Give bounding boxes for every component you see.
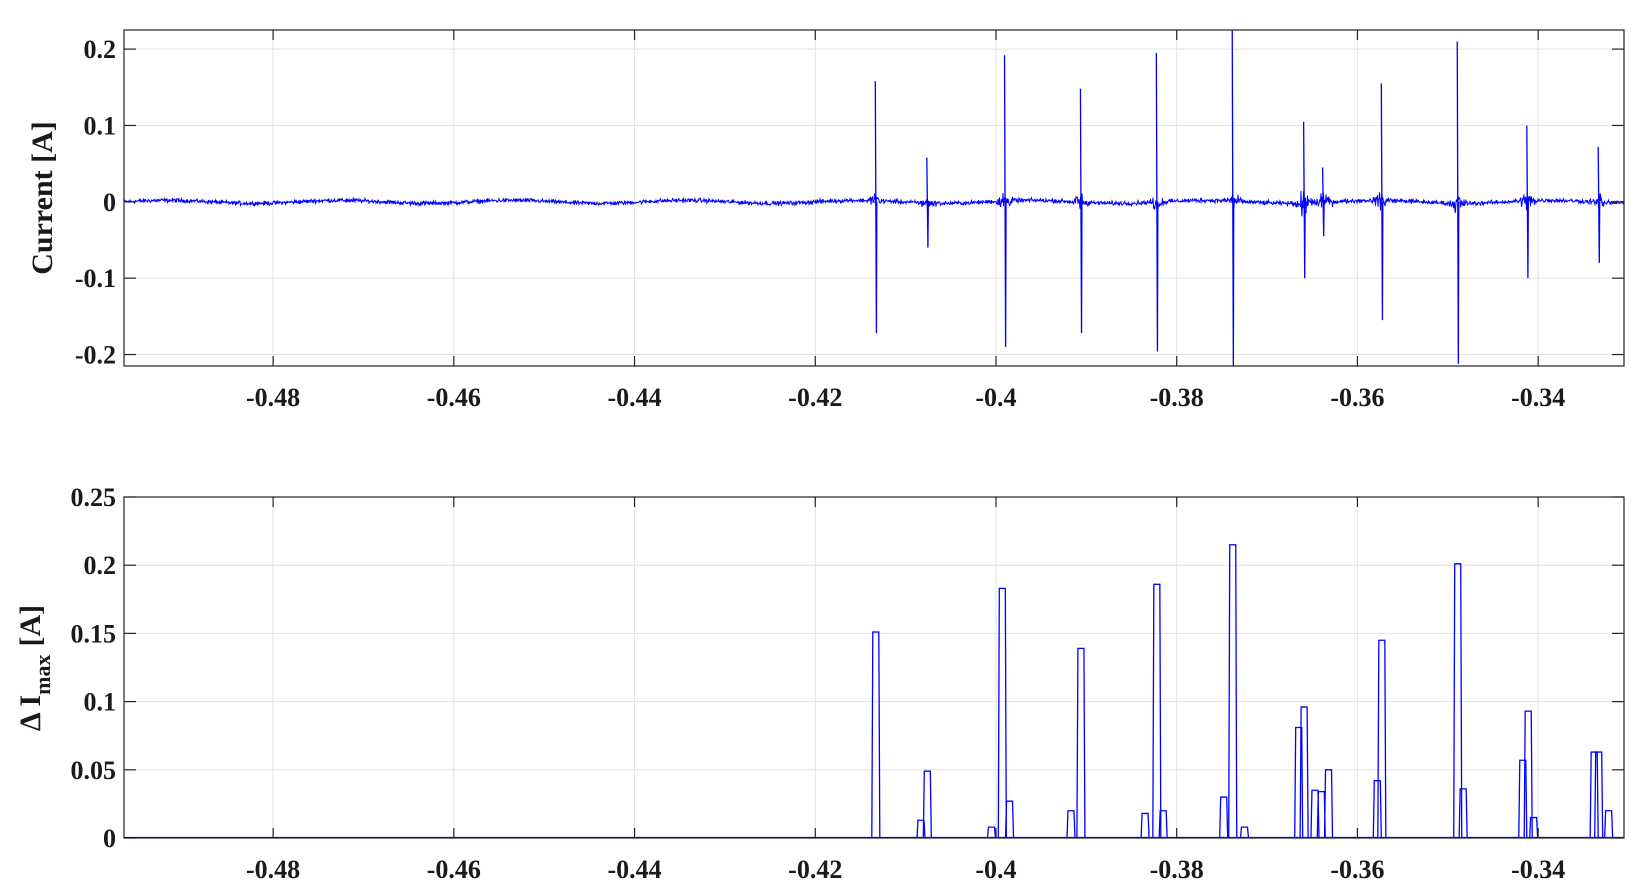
current-x-tick-label: -0.36 [1330,383,1384,412]
current-spike [1079,88,1083,334]
delta-imax-x-tick-label: -0.48 [246,855,300,884]
current-y-tick-label: -0.1 [75,264,116,293]
delta-imax-peak [997,587,1007,839]
delta-imax-x-tick-label: -0.42 [788,855,842,884]
delta-imax-peak [1299,706,1309,839]
delta-imax-peak [1066,810,1076,839]
current-x-tick-label: -0.4 [975,383,1016,412]
current-spike [1302,121,1306,279]
delta-imax-y-tick-label: 0 [103,824,116,853]
delta-imax-peak [1528,816,1539,839]
delta-imax-x-tick-label: -0.38 [1150,855,1204,884]
delta-imax-peak [1228,544,1238,839]
delta-imax-y-tick-label: 0.2 [84,551,117,580]
delta-imax-peak [1372,780,1382,839]
current-spike [1456,41,1460,364]
delta-imax-peak [1004,800,1015,839]
delta-imax-y-tick-label: 0.25 [71,483,117,512]
current-y-tick-label: 0 [103,188,116,217]
delta-imax-y-axis-label: Δ Imax [A] [14,605,55,731]
current-spike [1321,167,1325,237]
delta-imax-x-tick-label: -0.46 [427,855,481,884]
current-noise-trace [124,190,1624,217]
delta-imax-peak [1523,710,1533,839]
delta-imax-peak [1458,788,1468,839]
delta-imax-x-tick-label: -0.36 [1330,855,1384,884]
delta-imax-peak [1310,789,1320,839]
current-spike [1155,52,1159,352]
delta-imax-label-main: Δ I [14,695,47,731]
delta-imax-plot-frame [123,496,1625,839]
delta-imax-label-subscript: max [30,655,55,695]
current-spike [926,157,929,248]
delta-imax-peak [1603,810,1614,839]
delta-imax-peak [1453,563,1463,839]
current-x-tick-label: -0.38 [1150,383,1204,412]
delta-imax-peak [1518,759,1528,839]
delta-imax-peak [1219,796,1229,839]
current-y-tick-label: -0.2 [75,341,116,370]
delta-imax-peak [916,819,926,839]
delta-imax-peak [1594,751,1604,839]
delta-imax-peak [1076,647,1086,839]
delta-imax-peak [986,826,997,839]
current-spike [1526,125,1529,279]
delta-imax-peak [871,631,881,839]
current-x-tick-label: -0.46 [427,383,481,412]
current-spike [1380,83,1384,321]
delta-imax-y-tick-label: 0.1 [84,688,117,717]
current-spike [1231,29,1235,367]
delta-imax-peak [1323,769,1334,839]
delta-imax-peak [1152,583,1162,839]
current-y-tick-label: 0.1 [84,111,117,140]
delta-imax-peak [922,770,932,839]
current-spike [1597,146,1601,263]
current-spike [1003,55,1007,347]
delta-imax-peak [1140,812,1150,839]
delta-imax-y-tick-label: 0.05 [71,756,117,785]
current-y-axis-label: Current [A] [26,121,59,275]
current-x-tick-label: -0.42 [788,383,842,412]
delta-imax-peak [1239,826,1250,839]
delta-imax-peak [1158,810,1168,839]
delta-imax-peak [1377,639,1387,839]
delta-imax-x-tick-label: -0.44 [607,855,661,884]
delta-imax-label-unit: [A] [14,605,47,647]
current-x-tick-label: -0.48 [246,383,300,412]
current-spike [874,81,878,334]
delta-imax-panel: -0.48 -0.46 -0.44 -0.42 -0.4 -0.38 -0.36 -0.34 0… [14,483,1625,884]
current-x-tick-label: -0.34 [1511,383,1565,412]
current-y-tick-label: 0.2 [84,35,117,64]
delta-imax-peak [1294,726,1304,839]
delta-imax-x-tick-label: -0.4 [975,855,1016,884]
current-x-tick-label: -0.44 [607,383,661,412]
delta-imax-y-tick-label: 0.15 [71,619,117,648]
current-panel: -0.48 -0.46 -0.44 -0.42 -0.4 -0.38 -0.36 -0.34 0… [26,29,1625,412]
delta-imax-peak [1589,751,1599,839]
current-plot-frame [123,29,1625,367]
delta-imax-x-tick-label: -0.34 [1511,855,1565,884]
